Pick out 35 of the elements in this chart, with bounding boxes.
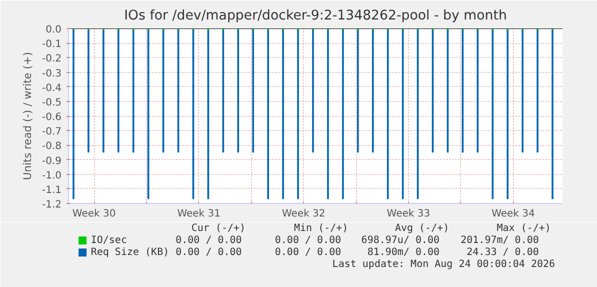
y-tick-label: -0.9 [42, 156, 62, 167]
legend-label: IO/sec [90, 235, 127, 246]
y-tick-label: -0.2 [42, 54, 62, 65]
x-tick-label: Week 34 [492, 208, 535, 220]
y-tick-label: -0.8 [42, 141, 62, 152]
text: 698.97u/ 0.00 [361, 235, 440, 246]
y-tick-label: -0.6 [42, 112, 62, 123]
text: Cur (-/+) [191, 223, 246, 234]
chart-title: IOs for /dev/mapper/docker-9:2-1348262-pool - by month [124, 8, 507, 24]
text: Last update: Mon Aug 24 00:00:04 2026 [332, 259, 556, 270]
y-tick-label: -0.7 [42, 126, 62, 138]
y-tick-label: -0.3 [42, 68, 62, 80]
text: 81.90m/ 0.00 [367, 247, 440, 258]
y-tick-label: -0.1 [42, 39, 62, 50]
text: Min (-/+) [294, 223, 348, 234]
y-tick-label: 0.0 [46, 24, 62, 36]
y-tick-label: -0.5 [42, 97, 62, 108]
text: 0.00 / 0.00 [176, 235, 242, 246]
text: 201.97m/ 0.00 [460, 235, 539, 246]
x-tick-label: Week 30 [72, 208, 116, 220]
y-axis-title: Units read (-) / write (+) [20, 52, 34, 180]
text: 0.00 / 0.00 [274, 247, 342, 258]
x-tick-label: Week 32 [282, 208, 326, 220]
y-tick-label: -1.0 [42, 170, 62, 182]
text: 0.00 / 0.00 [274, 235, 342, 246]
y-tick-label: -1.2 [42, 200, 62, 210]
y-tick-label: -0.4 [42, 82, 62, 94]
text: Avg (-/+) [394, 223, 450, 234]
legend-label: Req Size (KB) [90, 247, 170, 258]
text: Max (-/+) [496, 223, 551, 234]
text: 24.33 / 0.00 [466, 247, 539, 258]
x-tick-label: Week 31 [177, 208, 221, 220]
text: 0.00 / 0.00 [176, 247, 242, 258]
y-tick-label: -1.1 [42, 184, 62, 196]
x-tick-label: Week 33 [386, 208, 430, 220]
